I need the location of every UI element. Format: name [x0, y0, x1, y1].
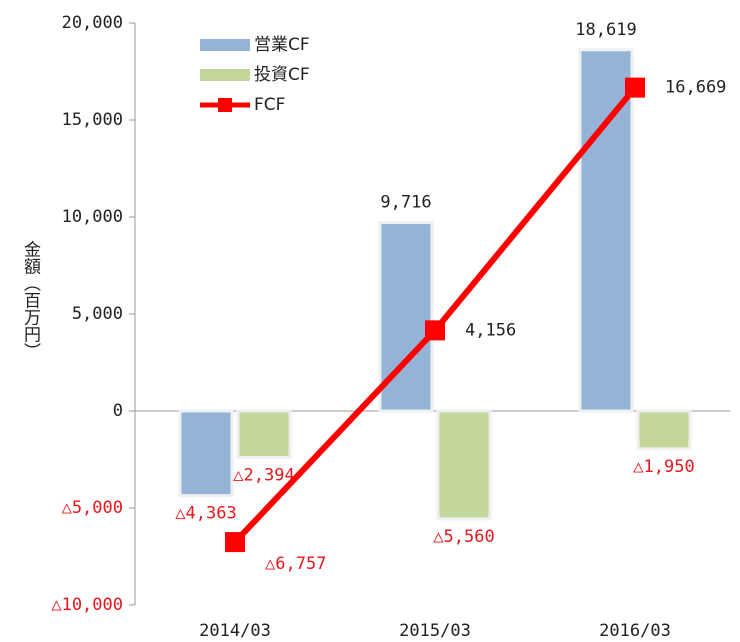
data-label: △5,560 [433, 527, 494, 547]
bar [178, 409, 234, 498]
bar [436, 409, 492, 521]
bar [578, 48, 634, 413]
y-tick-label: △10,000 [51, 595, 123, 615]
data-label: 4,156 [465, 320, 516, 340]
legend-label: FCF [254, 95, 285, 115]
y-tick-label: 20,000 [62, 13, 123, 33]
data-label: 18,619 [575, 20, 636, 40]
marker [225, 532, 245, 553]
y-tick-label: △5,000 [62, 498, 123, 518]
y-tick-label: 10,000 [62, 207, 123, 227]
legend-label: 投資CF [254, 65, 310, 85]
legend-swatch [200, 39, 250, 51]
bar [236, 409, 292, 459]
data-label: △6,757 [265, 554, 326, 574]
x-tick-label: 2016/03 [599, 621, 671, 641]
data-label: 9,716 [380, 193, 431, 213]
legend-swatch [200, 69, 250, 81]
y-tick-label: 5,000 [72, 304, 123, 324]
y-tick-label: 0 [113, 401, 123, 421]
x-tick-label: 2015/03 [399, 621, 471, 641]
legend-swatch [218, 98, 232, 112]
x-tick-label: 2014/03 [199, 621, 271, 641]
marker [425, 320, 445, 341]
data-label: △2,394 [233, 465, 294, 485]
y-axis-label: 金額（百万円） [20, 240, 41, 359]
data-label: 16,669 [665, 78, 726, 98]
bar [636, 409, 692, 451]
marker [625, 77, 645, 98]
line [232, 85, 638, 545]
data-label: △4,363 [175, 504, 236, 524]
legend-label: 営業CF [254, 35, 310, 55]
y-tick-label: 15,000 [62, 110, 123, 130]
data-label: △1,950 [633, 457, 694, 477]
